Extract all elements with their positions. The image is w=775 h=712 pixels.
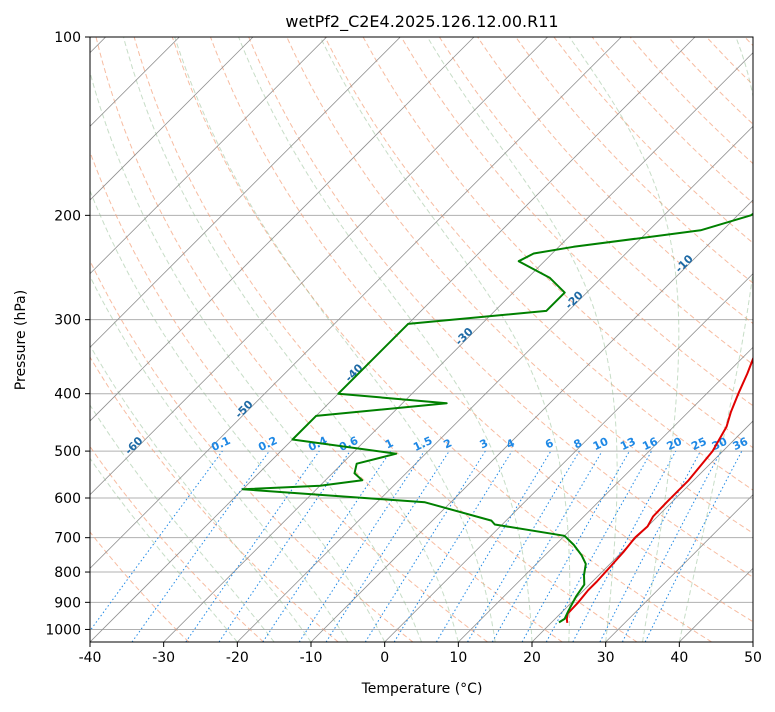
y-tick-label: 300 — [54, 313, 81, 329]
y-tick-label: 900 — [54, 595, 81, 611]
x-tick-label: -40 — [79, 650, 102, 666]
x-tick-label: 0 — [380, 650, 389, 666]
chart-title: wetPf2_C2E4.2025.126.12.00.R11 — [285, 12, 558, 32]
plot-area — [90, 37, 753, 642]
x-tick-label: 20 — [523, 650, 541, 666]
isotherm-label: -70 — [12, 470, 35, 493]
y-tick-label: 600 — [54, 491, 81, 507]
y-tick-label: 200 — [54, 208, 81, 224]
x-axis-label: Temperature (°C) — [361, 681, 483, 697]
y-tick-label: 700 — [54, 531, 81, 547]
x-tick-label: 40 — [670, 650, 688, 666]
y-axis-label: Pressure (hPa) — [13, 290, 29, 390]
y-tick-label: 400 — [54, 387, 81, 403]
y-tick-label: 800 — [54, 565, 81, 581]
x-tick-label: 30 — [597, 650, 615, 666]
isotherm-line — [753, 37, 775, 642]
x-tick-label: 10 — [449, 650, 467, 666]
x-tick-label: 50 — [744, 650, 762, 666]
x-tick-label: -10 — [300, 650, 323, 666]
y-tick-label: 500 — [54, 444, 81, 460]
y-tick-label: 1000 — [45, 622, 81, 638]
x-tick-label: -20 — [226, 650, 249, 666]
x-tick-label: -30 — [152, 650, 175, 666]
y-tick-label: 100 — [54, 30, 81, 46]
